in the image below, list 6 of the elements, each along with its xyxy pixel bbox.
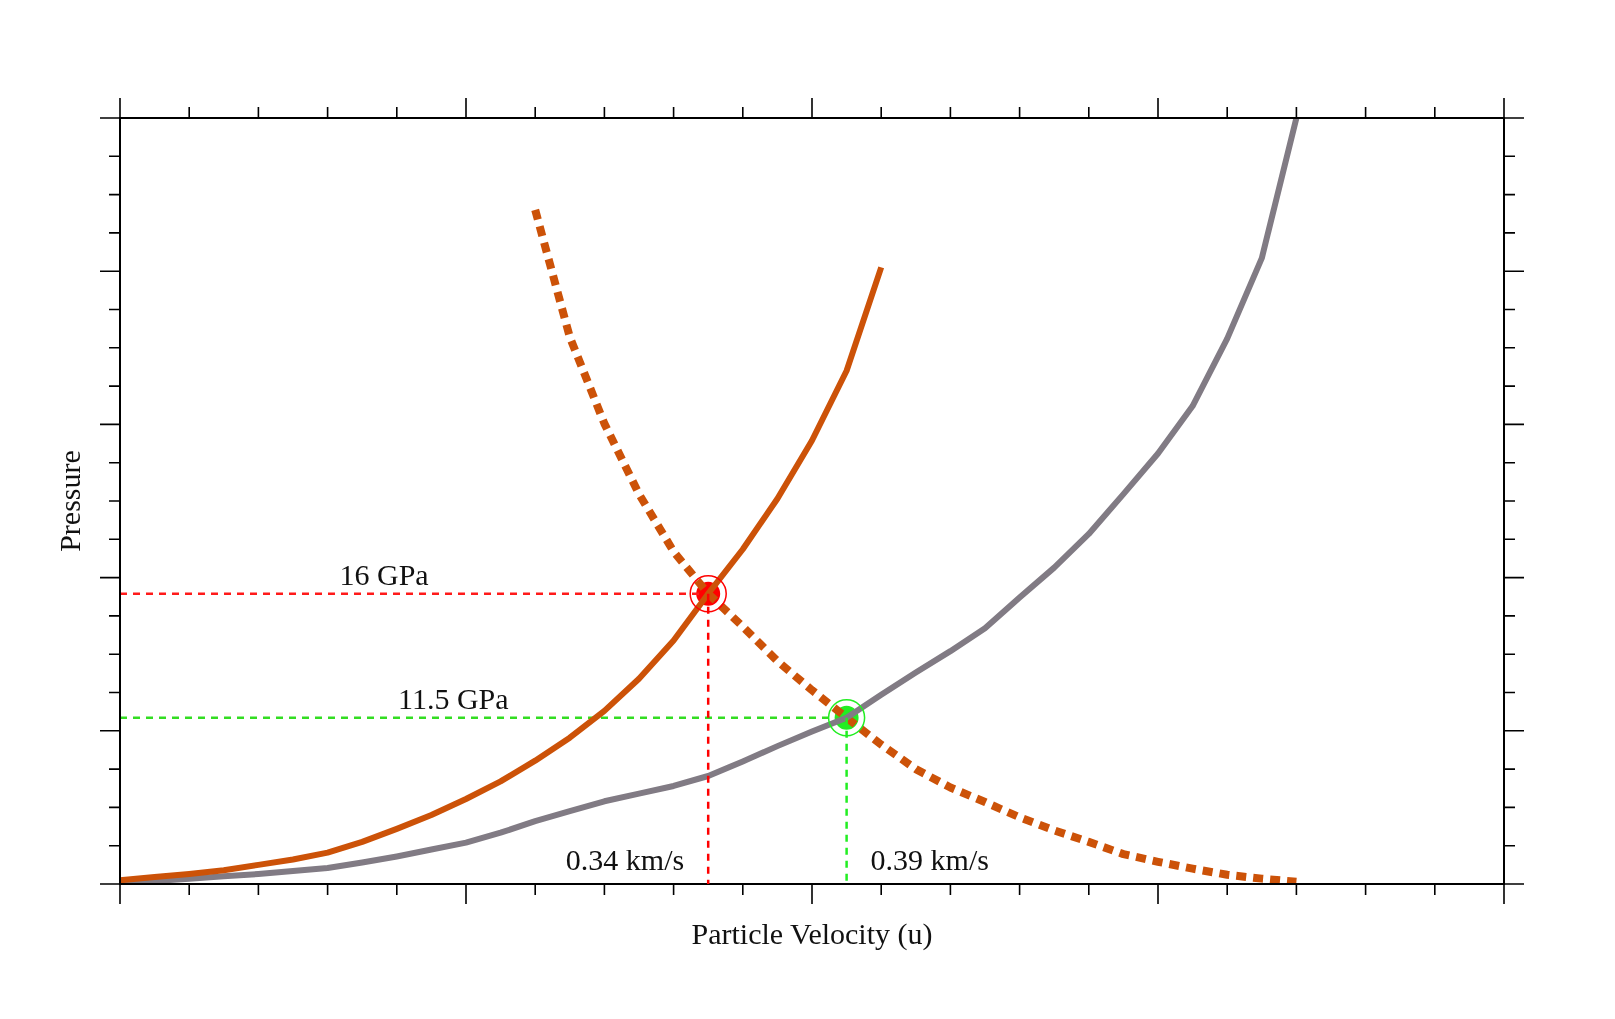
annotation: 11.5 GPa (398, 681, 509, 715)
x-axis-title: Particle Velocity (u) (691, 916, 933, 951)
y-axis-title: Pressure (52, 450, 86, 552)
annotation: 0.39 km/s (870, 842, 989, 876)
annotation: 0.34 km/s (565, 842, 685, 876)
annotation: 16 GPa (339, 557, 429, 591)
